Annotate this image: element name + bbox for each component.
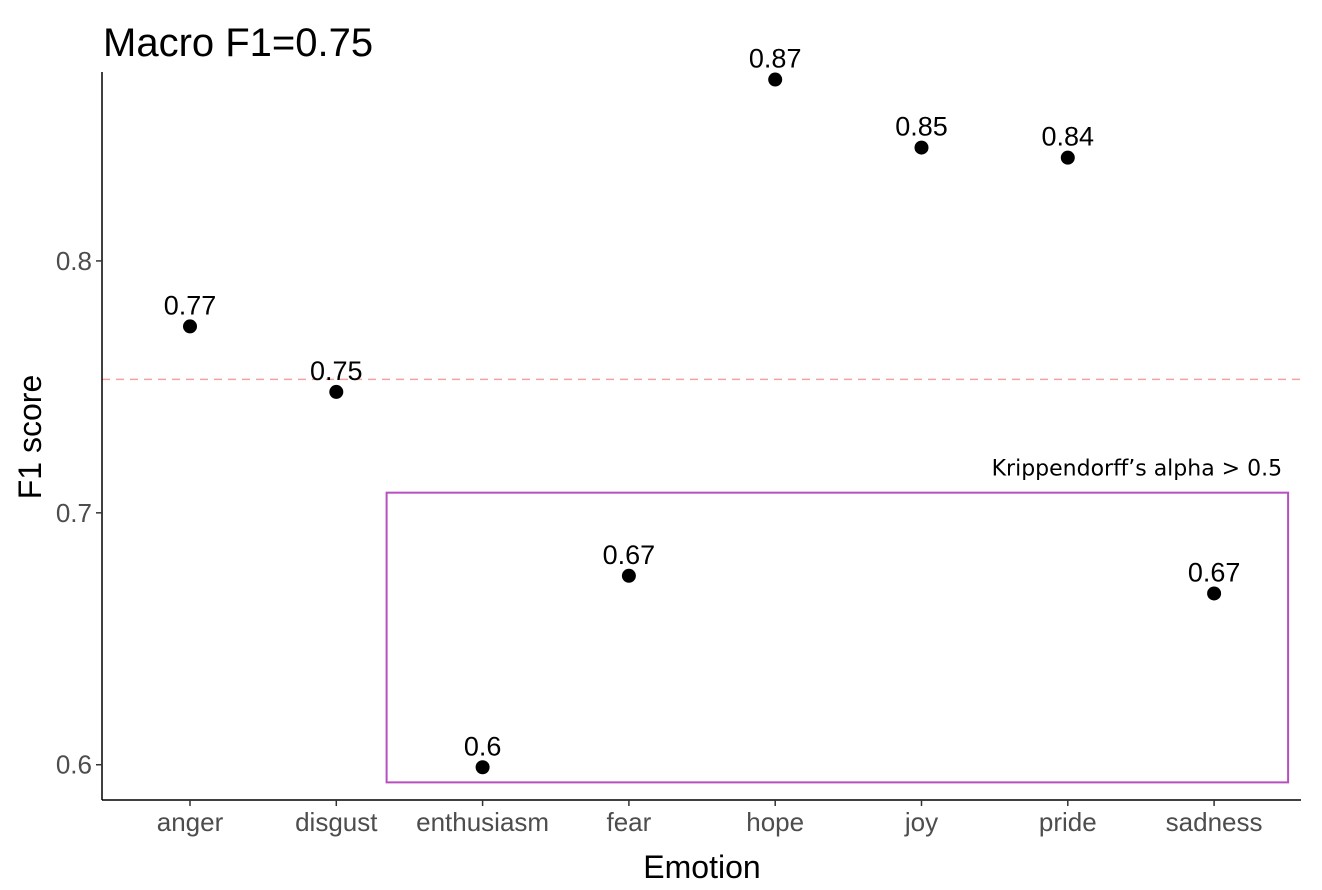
data-point [621,568,636,583]
highlight-box [385,491,1290,784]
data-label: 0.77 [164,290,217,320]
x-tick-label: pride [1039,807,1097,837]
x-tick-label: hope [746,807,804,837]
y-tick-label: 0.7 [56,498,92,528]
x-axis-title: Emotion [643,849,760,885]
y-tick-label: 0.6 [56,750,92,780]
highlight-box-label: Krippendorff’s alpha > 0.5 [992,457,1282,482]
data-label: 0.85 [895,112,948,142]
x-tick-label: sadness [1166,807,1263,837]
y-tick-label: 0.8 [56,246,92,276]
data-point [329,384,344,399]
data-label: 0.87 [749,44,802,74]
data-point [914,140,929,155]
x-tick-label: joy [904,807,938,837]
x-tick-label: disgust [295,807,378,837]
data-label: 0.67 [1188,557,1241,587]
chart-title: Macro F1=0.75 [103,21,373,65]
y-axis-title: F1 score [12,375,48,499]
x-tick-label: enthusiasm [416,807,549,837]
data-label: 0.6 [464,731,502,761]
data-point [475,760,490,775]
data-point [768,72,783,87]
x-tick-label: fear [606,807,651,837]
data-point [1060,150,1075,165]
data-label: 0.75 [310,356,363,386]
data-label: 0.67 [603,540,656,570]
data-label: 0.84 [1042,122,1095,152]
data-point [1207,586,1222,601]
data-point [183,319,197,334]
x-tick-label: anger [157,807,224,837]
plot-area: Krippendorff’s alpha > 0.5 0.6 0.7 0.8 anger… [56,44,1301,837]
